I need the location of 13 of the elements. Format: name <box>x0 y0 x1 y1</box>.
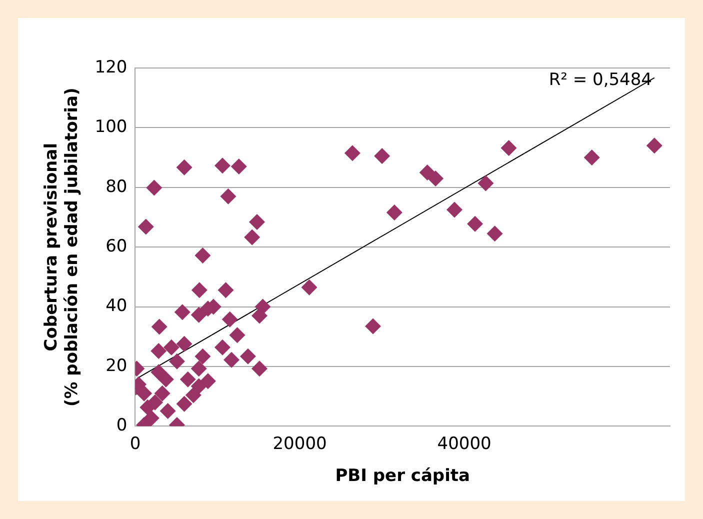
x-axis-title: PBI per cápita <box>335 466 470 486</box>
x-tick-label: 0 <box>130 434 141 454</box>
y-axis-title: Cobertura previsional (% población en edad jubilatoria) <box>42 88 82 407</box>
annotation: R² = 0,5484 <box>548 70 652 90</box>
x-tick-label: 20000 <box>272 434 327 454</box>
y-tick-label: 0 <box>116 416 128 436</box>
y-tick-label: 60 <box>106 236 128 257</box>
y-tick-label: 40 <box>106 296 128 316</box>
y-tick-label: 100 <box>94 117 128 138</box>
x-tick-label: 40000 <box>437 434 492 454</box>
y-tick-label: 20 <box>106 356 128 376</box>
y-tick-label: 80 <box>106 176 128 197</box>
y-tick-label: 120 <box>94 57 128 78</box>
